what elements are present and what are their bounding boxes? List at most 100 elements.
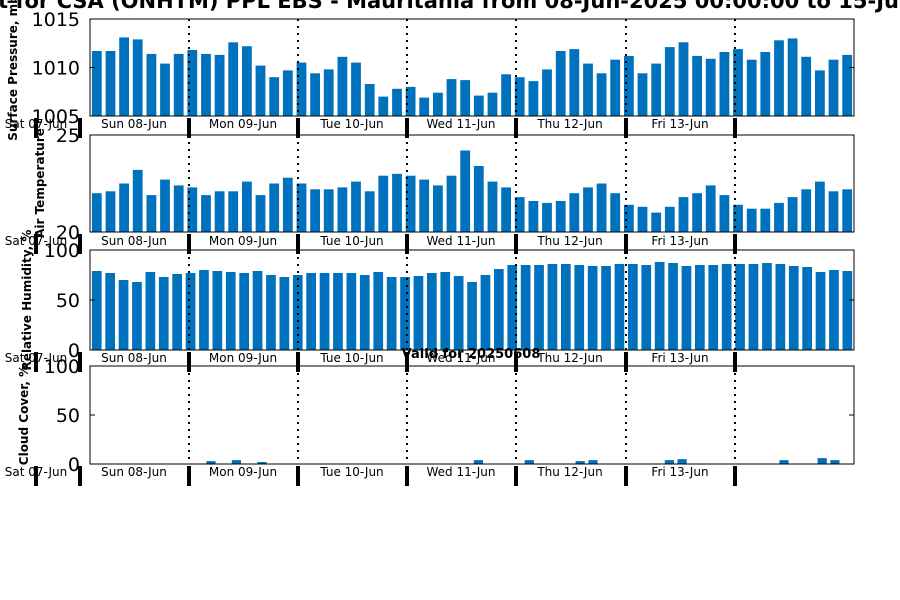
axes-frame (89, 365, 855, 465)
data-bar (721, 264, 732, 350)
data-bar (815, 70, 825, 116)
data-bar (239, 273, 249, 350)
data-bar (173, 185, 184, 232)
data-bar (187, 50, 198, 116)
data-bar (201, 53, 211, 116)
data-bar (524, 460, 534, 464)
data-bar (708, 265, 719, 350)
data-bar (802, 267, 812, 350)
x-tick-label: Sat 07-Jun (5, 117, 68, 131)
data-bar (828, 59, 839, 116)
data-bar (440, 272, 451, 350)
x-tick-label: Wed 11-Jun (427, 117, 496, 131)
data-bar (746, 59, 757, 116)
data-bar (487, 92, 498, 116)
x-tick-label: Mon 09-Jun (209, 234, 277, 248)
data-bar (378, 175, 389, 232)
data-bar (547, 264, 558, 350)
x-tick-label: Thu 12-Jun (536, 351, 602, 365)
data-bar (569, 49, 580, 116)
data-bar (460, 150, 471, 232)
data-bar (146, 53, 157, 116)
data-bar (829, 270, 839, 350)
data-bar (242, 181, 252, 232)
data-bar (405, 86, 416, 116)
data-bar (279, 277, 290, 350)
y-tick-label: 1005 (32, 106, 80, 128)
data-bar (460, 80, 471, 116)
data-bar (514, 197, 525, 232)
data-bar (146, 195, 157, 232)
data-bar (296, 62, 307, 116)
data-bar (733, 49, 743, 116)
data-bar (364, 191, 375, 232)
data-bar (323, 189, 334, 232)
data-bar (199, 270, 209, 350)
data-bar (201, 195, 211, 232)
y-tick-label: 1015 (32, 9, 80, 31)
data-bar (310, 73, 320, 116)
data-bar (705, 58, 716, 116)
data-bar (842, 189, 853, 232)
data-bar (333, 273, 343, 350)
data-bar (817, 458, 827, 464)
x-tick-label: Fri 13-Jun (651, 117, 708, 131)
chart-title: t for CSA (ONHTM) PPL EBS - Mauritania f… (0, 0, 900, 13)
data-bar (255, 195, 266, 232)
data-bar (257, 462, 267, 464)
data-bar (542, 69, 552, 116)
data-bar (319, 273, 330, 350)
data-bar (282, 177, 293, 232)
data-bar (269, 183, 280, 232)
data-bar (664, 47, 675, 116)
data-bar (473, 95, 484, 116)
x-tick-label: Sun 08-Jun (101, 234, 167, 248)
data-bar (446, 175, 457, 232)
data-bar (668, 263, 678, 350)
data-bar (373, 272, 384, 350)
data-bar (359, 275, 370, 350)
data-bar (413, 276, 424, 350)
data-bar (494, 269, 504, 350)
data-bar (774, 40, 784, 116)
data-bar (160, 179, 170, 232)
data-bar (266, 275, 276, 350)
data-bar (830, 460, 840, 464)
data-bar (514, 77, 525, 116)
data-bar (501, 74, 511, 116)
x-tick-label: Mon 09-Jun (209, 117, 277, 131)
data-bar (695, 265, 705, 350)
data-bar (678, 42, 689, 116)
data-bar (610, 193, 621, 232)
data-bar (762, 263, 772, 350)
data-bar (351, 62, 361, 116)
data-bar (282, 70, 293, 116)
data-bar (574, 265, 585, 350)
data-bar (779, 460, 789, 464)
data-bar (296, 183, 307, 232)
data-bar (214, 54, 225, 116)
data-bar (842, 54, 853, 116)
data-bar (105, 51, 116, 116)
data-bar (678, 197, 689, 232)
data-bar (575, 461, 585, 464)
data-bar (255, 65, 266, 116)
axes-frame (89, 134, 855, 233)
data-bar (269, 77, 280, 116)
data-bar (132, 169, 143, 232)
data-bar (760, 208, 771, 232)
data-bar (292, 275, 303, 350)
y-tick-label: 0 (68, 454, 80, 476)
data-bar (760, 52, 771, 116)
chart-subtitle: Valid for 20250608 (402, 347, 541, 362)
data-bar (651, 63, 662, 116)
data-bar (91, 193, 102, 232)
x-tick-label: Tue 10-Jun (319, 117, 383, 131)
data-bar (337, 56, 348, 116)
data-bar (160, 63, 170, 116)
x-tick-label: Sun 08-Jun (101, 117, 167, 131)
data-bar (705, 185, 716, 232)
y-tick-label: 50 (56, 290, 80, 312)
